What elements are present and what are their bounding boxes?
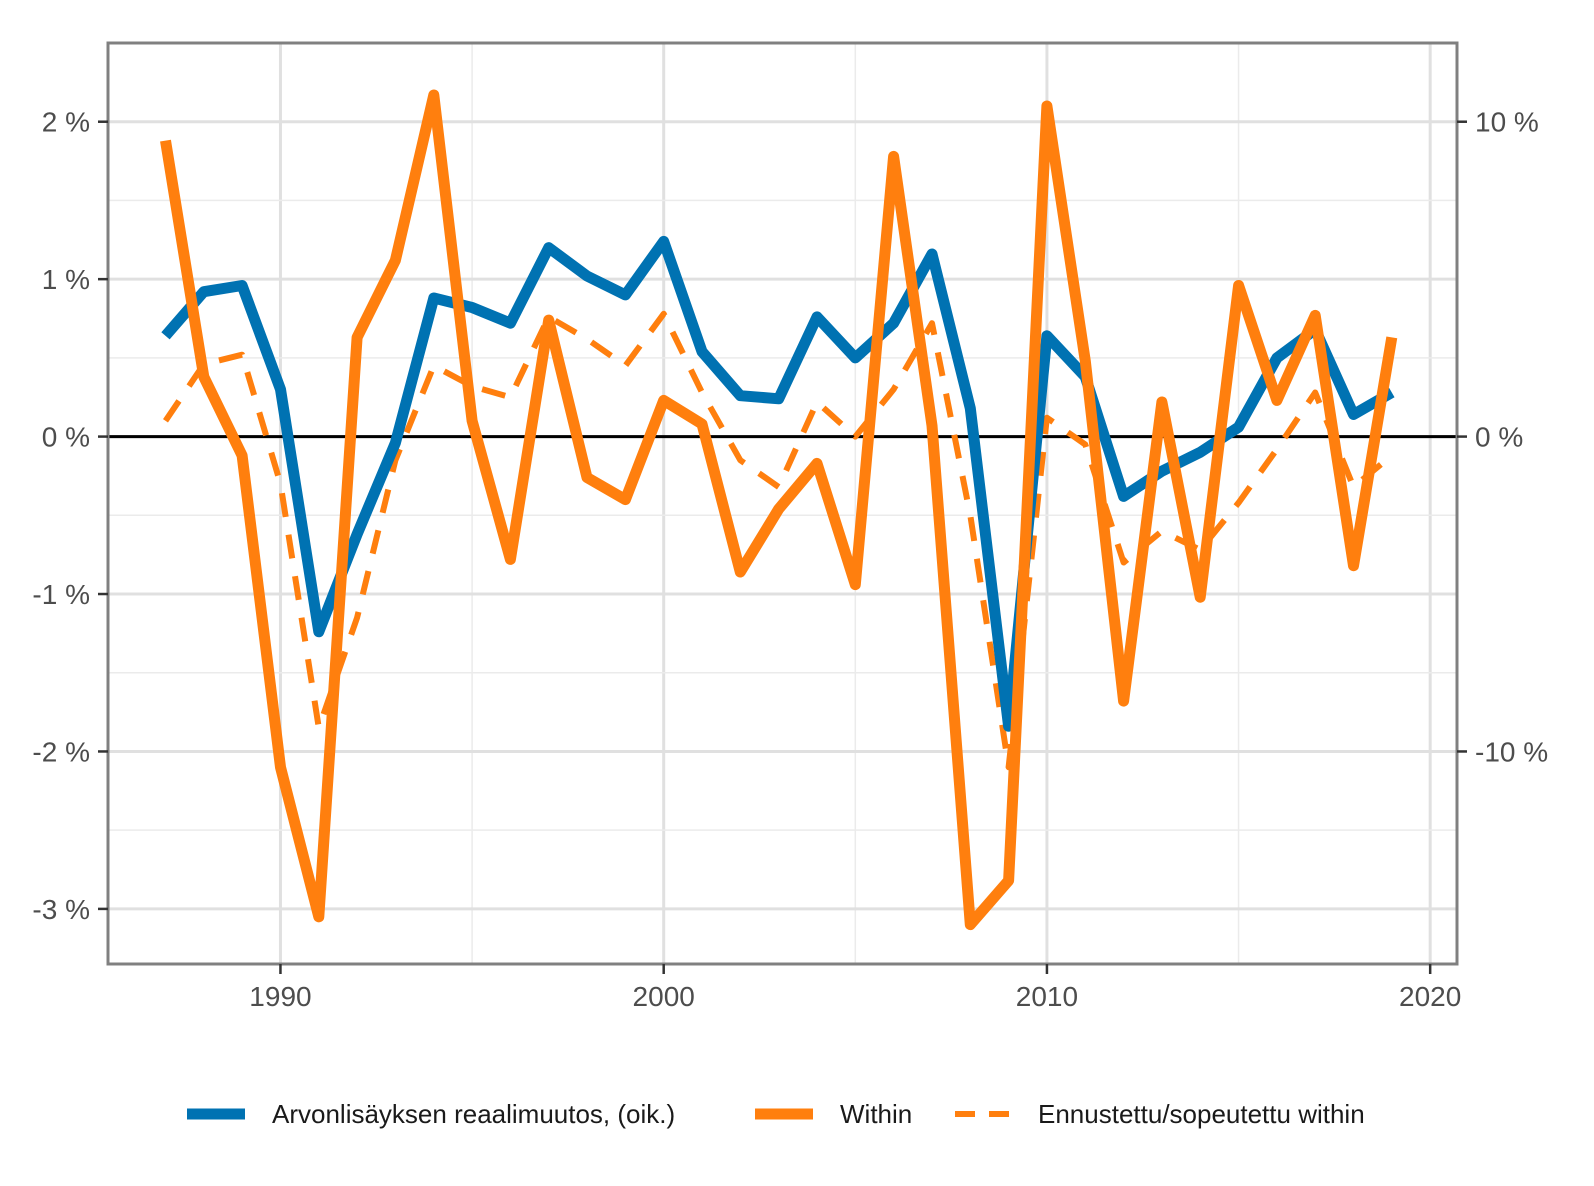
y-left-tick-label: 0 %	[42, 422, 90, 453]
x-tick-label: 2000	[633, 981, 695, 1012]
x-tick-label: 2020	[1399, 981, 1461, 1012]
x-tick-label: 1990	[249, 981, 311, 1012]
y-right-tick-label: 10 %	[1475, 107, 1539, 138]
legend-label-3: Ennustettu/sopeutettu within	[1038, 1099, 1365, 1129]
y-left-tick-label: -1 %	[32, 579, 90, 610]
y-left-tick-label: 2 %	[42, 107, 90, 138]
y-left-tick-label: -2 %	[32, 736, 90, 767]
y-left-tick-label: -3 %	[32, 894, 90, 925]
y-right-tick-label: 0 %	[1475, 422, 1523, 453]
x-tick-label: 2010	[1016, 981, 1078, 1012]
legend-label-2: Within	[840, 1099, 912, 1129]
y-left-tick-label: 1 %	[42, 264, 90, 295]
y-right-tick-label: -10 %	[1475, 736, 1548, 767]
legend-label-1: Arvonlisäyksen reaalimuutos, (oik.)	[272, 1099, 675, 1129]
